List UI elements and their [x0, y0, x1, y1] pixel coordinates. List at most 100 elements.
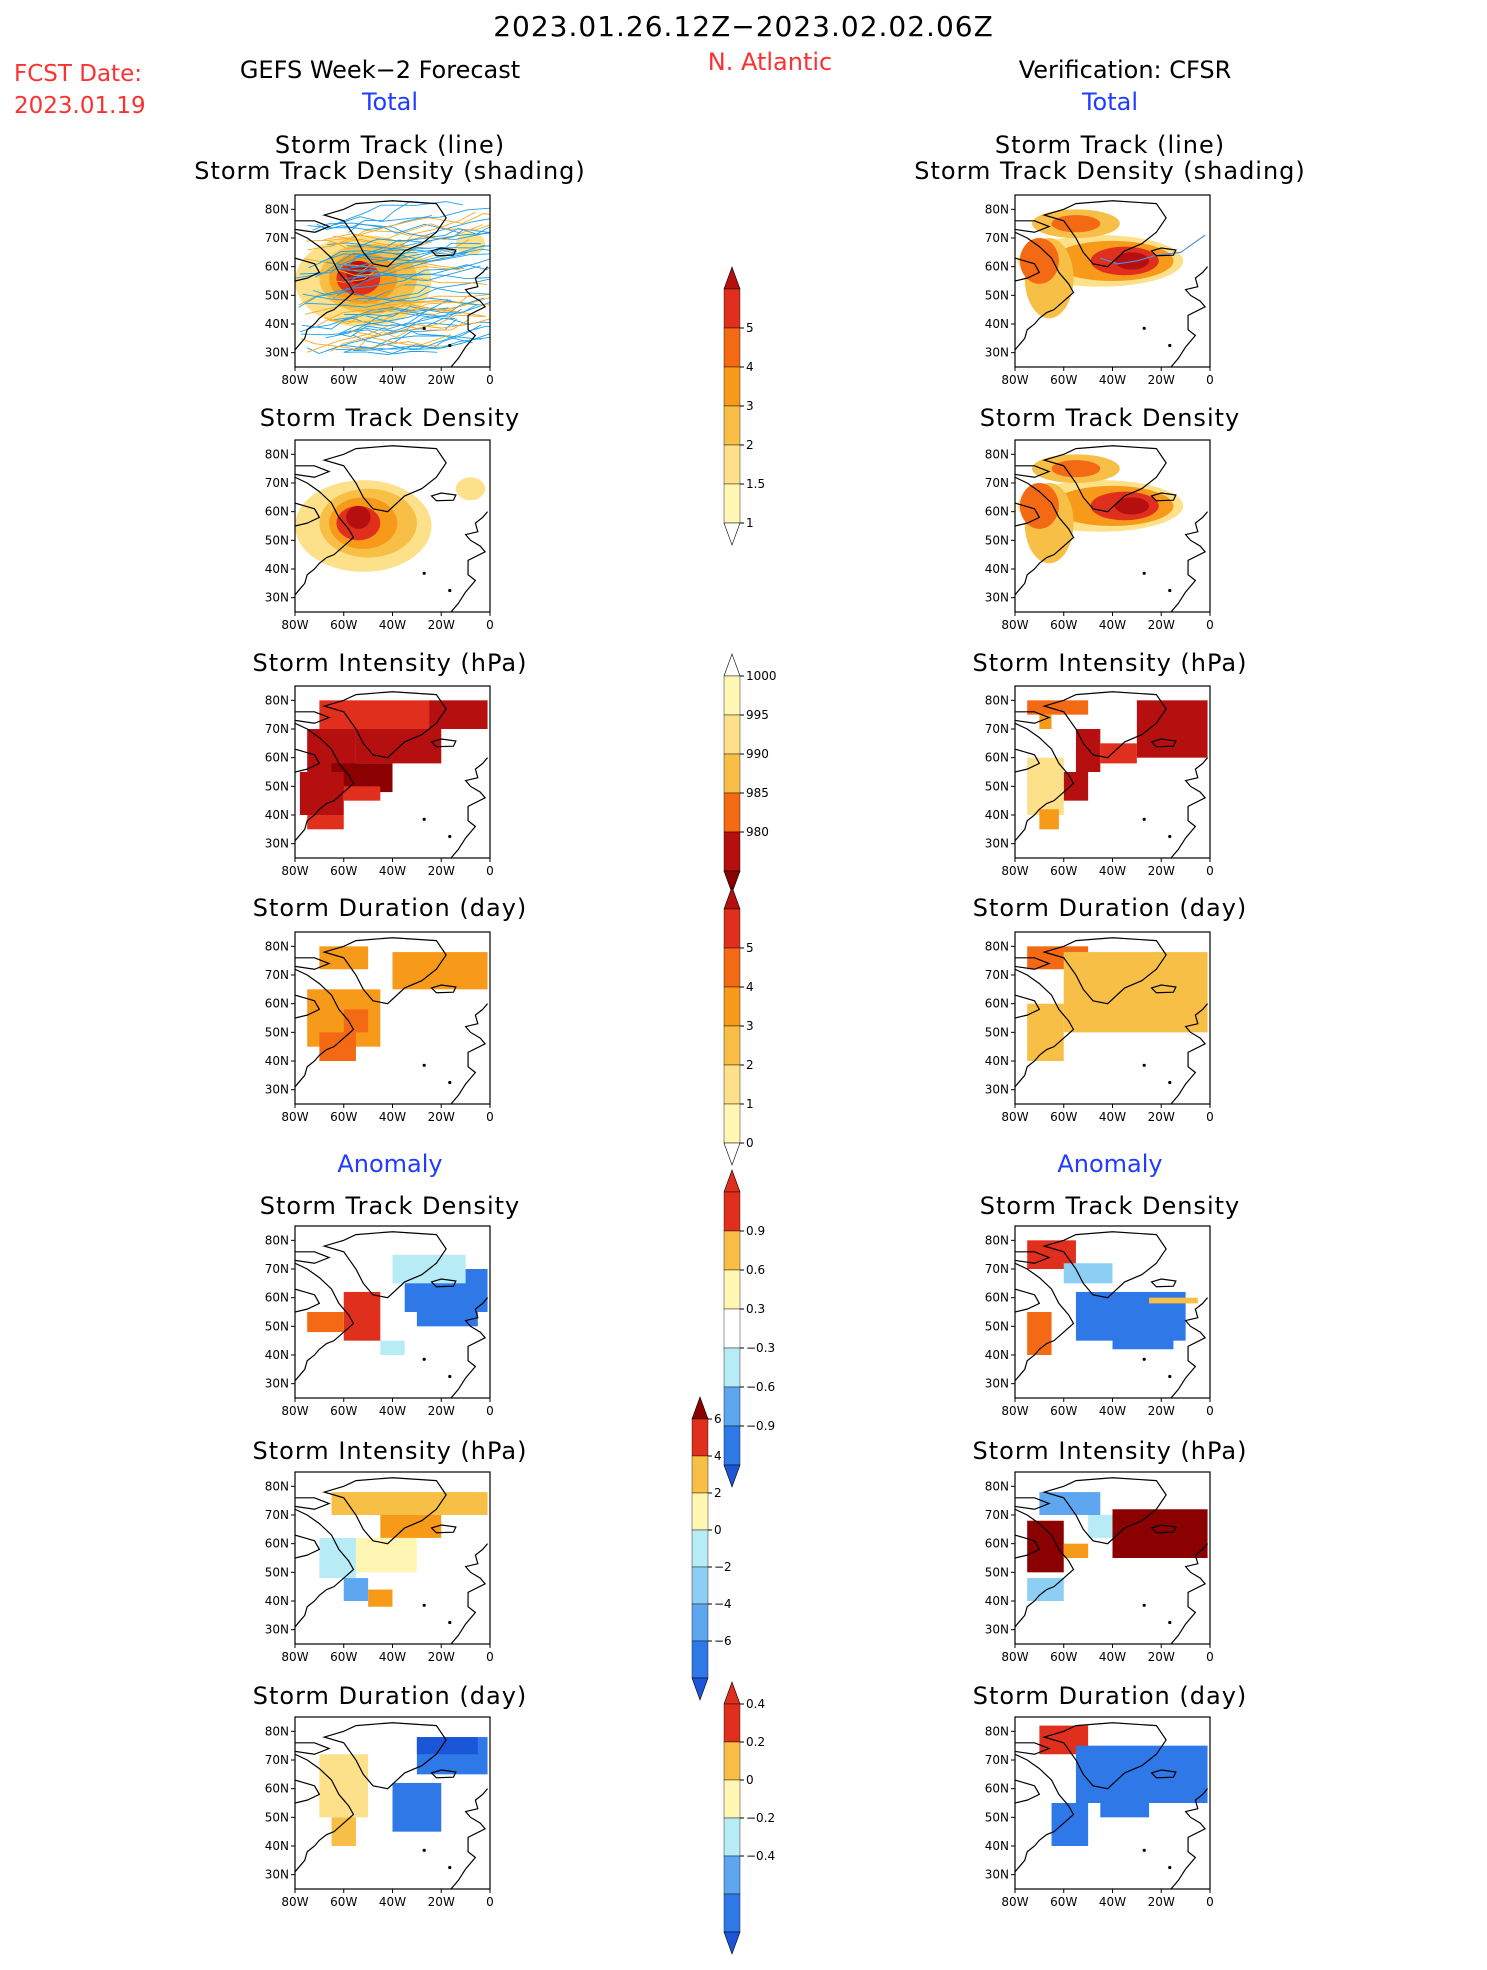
storm-track-line [352, 324, 482, 351]
lat-tick-label: 50N [985, 1810, 1009, 1824]
lat-tick-label: 30N [265, 591, 289, 605]
grid-cell [319, 1537, 356, 1579]
lat-tick-label: 40N [265, 808, 289, 822]
lat-tick-label: 30N [985, 1083, 1009, 1097]
lat-tick-label: 60N [265, 1782, 289, 1796]
lat-tick-label: 50N [265, 1565, 289, 1579]
colorbar-swatch [723, 1230, 741, 1271]
lon-tick-label: 80W [281, 1650, 308, 1664]
colorbar-swatch [691, 1418, 709, 1457]
panel-title-duration-right: Storm Duration (day) [972, 894, 1248, 922]
grid-cell [1027, 1003, 1064, 1061]
colorbar-intensity: 1000 995 990 985 980 [722, 652, 802, 909]
lat-tick-label: 60N [265, 997, 289, 1011]
fcst-date-label: FCST Date: [14, 61, 142, 87]
lon-tick-label: 80W [1001, 1895, 1028, 1909]
colorbar-tick-label: 3 [746, 1019, 754, 1033]
lon-tick-label: 0 [1206, 1404, 1214, 1418]
lon-tick-label: 40W [1099, 864, 1126, 878]
lon-tick-label: 0 [486, 1404, 494, 1418]
lon-tick-label: 40W [379, 1110, 406, 1124]
colorbar-tick-label: 0.2 [746, 1735, 765, 1749]
colorbar-swatch [723, 366, 741, 407]
storm-track-line [352, 333, 490, 352]
lon-tick-label: 0 [1206, 618, 1214, 632]
density-shading [346, 505, 371, 529]
lon-tick-label: 20W [428, 618, 455, 632]
lon-tick-label: 80W [281, 373, 308, 387]
lon-tick-label: 40W [379, 373, 406, 387]
lat-tick-label: 50N [265, 1810, 289, 1824]
lat-tick-label: 40N [265, 1054, 289, 1068]
lat-tick-label: 40N [985, 317, 1009, 331]
grid-cell [1112, 1509, 1208, 1558]
storm-track-line [300, 310, 428, 336]
map-cfsr-duration: 80N 70N 60N 50N 40N 30N 80W 60W 40W 20W 0 [945, 924, 1245, 1143]
grid-cell [1051, 1803, 1089, 1846]
lat-tick-label: 80N [265, 939, 289, 953]
lon-tick-label: 0 [486, 1110, 494, 1124]
grid-cell [1149, 1297, 1198, 1304]
grid-cell [331, 1817, 356, 1846]
grid-cell [1063, 772, 1089, 801]
colorbar-swatch [723, 1779, 741, 1819]
lat-tick-label: 40N [985, 808, 1009, 822]
colorbar-swatch [723, 1064, 741, 1105]
colorbar-swatch [691, 1529, 709, 1568]
density-shading [1051, 460, 1101, 478]
lon-tick-label: 40W [379, 618, 406, 632]
panel-title-anom-duration-right: Storm Duration (day) [972, 1682, 1248, 1710]
storm-track-line [346, 273, 490, 284]
storm-track-line [329, 295, 457, 313]
lat-tick-label: 30N [265, 1083, 289, 1097]
grid-cell [1075, 1745, 1208, 1803]
lon-tick-label: 40W [1099, 1895, 1126, 1909]
colorbar-swatch [723, 947, 741, 988]
storm-track-line [302, 308, 462, 330]
lat-tick-label: 60N [985, 260, 1009, 274]
storm-track-line [329, 212, 490, 248]
grid-cell [307, 815, 344, 830]
lat-tick-label: 50N [265, 1319, 289, 1333]
lat-tick-label: 70N [985, 1508, 1009, 1522]
lat-tick-label: 70N [265, 231, 289, 245]
lon-tick-label: 80W [1001, 618, 1028, 632]
colorbar-tick-label: 2 [714, 1486, 722, 1500]
panel-title-anom-density-right: Storm Track Density [979, 1192, 1241, 1220]
storm-track-line [323, 303, 487, 325]
colorbar-tick-label: 0.4 [746, 1697, 765, 1711]
storm-track-line [314, 201, 463, 234]
grid-cell [355, 729, 442, 764]
density-shading [1051, 215, 1101, 233]
lat-tick-label: 80N [265, 447, 289, 461]
storm-track-line [307, 201, 432, 229]
colorbar-tick-label: 990 [746, 747, 769, 761]
panel-title-intensity-left: Storm Intensity (hPa) [252, 649, 528, 677]
map-cfsr-track-density: 80N 70N 60N 50N 40N 30N 80W 60W 40W 20W 0 [945, 432, 1245, 651]
grid-cell [1027, 700, 1089, 715]
lat-tick-label: 70N [265, 1262, 289, 1276]
lat-tick-label: 50N [265, 533, 289, 547]
density-shading [1114, 252, 1150, 270]
grid-cell [1100, 743, 1137, 764]
grid-cell [380, 1515, 442, 1538]
storm-track-line [300, 334, 451, 351]
storm-track-line [316, 266, 461, 277]
lon-tick-label: 60W [1050, 1895, 1077, 1909]
colorbar-swatch [691, 1492, 709, 1531]
lat-tick-label: 40N [265, 1839, 289, 1853]
lon-tick-label: 0 [486, 1895, 494, 1909]
lat-tick-label: 60N [985, 1782, 1009, 1796]
colorbar-swatch [723, 908, 741, 949]
lon-tick-label: 60W [330, 1895, 357, 1909]
fcst-date-value: 2023.01.19 [14, 93, 146, 119]
lat-tick-label: 70N [265, 476, 289, 490]
lat-tick-label: 50N [265, 779, 289, 793]
lat-tick-label: 80N [265, 202, 289, 216]
panel-title-duration-left: Storm Duration (day) [252, 894, 528, 922]
colorbar-swatch [723, 444, 741, 485]
map-cfsr-duration-anomaly: 80N 70N 60N 50N 40N 30N 80W 60W 40W 20W 0 [945, 1709, 1245, 1928]
panel-title-track-left: Storm Track (line) Storm Track Density (… [170, 132, 610, 184]
storm-track-line [339, 293, 490, 303]
colorbar-duration: 5 4 3 2 1 0 [722, 885, 802, 1181]
